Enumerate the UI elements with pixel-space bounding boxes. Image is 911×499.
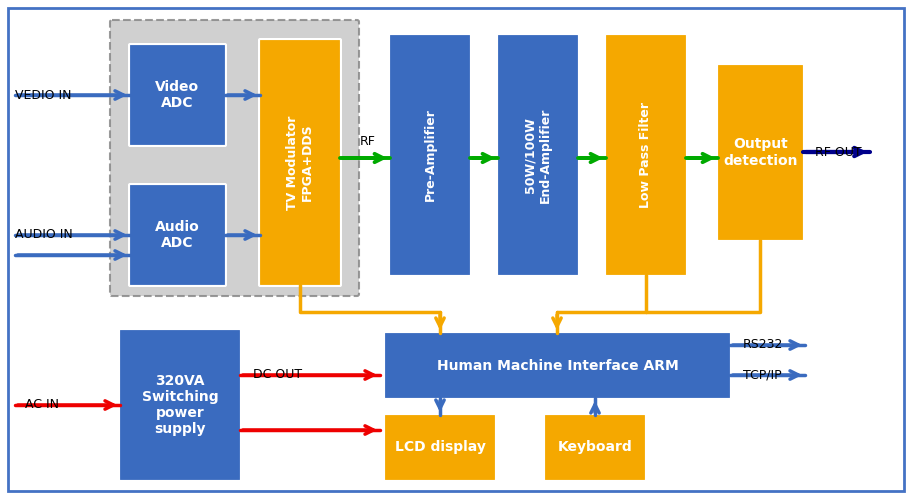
FancyBboxPatch shape	[496, 34, 578, 276]
Text: RF: RF	[360, 135, 375, 148]
Text: Low Pass Filter: Low Pass Filter	[639, 102, 651, 208]
FancyBboxPatch shape	[259, 39, 341, 286]
Text: Pre-Amplifier: Pre-Amplifier	[423, 109, 436, 202]
Text: AC IN: AC IN	[25, 399, 59, 412]
Text: RF OUT: RF OUT	[814, 146, 861, 159]
FancyBboxPatch shape	[128, 44, 226, 146]
FancyBboxPatch shape	[8, 8, 903, 491]
FancyBboxPatch shape	[716, 64, 804, 241]
FancyBboxPatch shape	[384, 332, 730, 399]
Text: TV Modulator
FPGA+DDS: TV Modulator FPGA+DDS	[286, 115, 313, 210]
FancyBboxPatch shape	[128, 184, 226, 286]
Text: Keyboard: Keyboard	[557, 441, 631, 455]
Text: Audio
ADC: Audio ADC	[155, 220, 200, 250]
Text: 50W/100W
End-Amplifier: 50W/100W End-Amplifier	[524, 107, 551, 203]
Text: DC OUT: DC OUT	[252, 368, 302, 382]
FancyBboxPatch shape	[389, 34, 470, 276]
Text: LCD display: LCD display	[394, 441, 485, 455]
Text: Human Machine Interface ARM: Human Machine Interface ARM	[436, 358, 678, 372]
Text: 320VA
Switching
power
supply: 320VA Switching power supply	[141, 374, 218, 436]
FancyBboxPatch shape	[384, 414, 496, 481]
FancyBboxPatch shape	[110, 20, 359, 296]
Text: TCP/IP: TCP/IP	[742, 368, 781, 382]
FancyBboxPatch shape	[604, 34, 686, 276]
Text: Video
ADC: Video ADC	[155, 80, 200, 110]
Text: RS232: RS232	[742, 338, 783, 351]
Text: AUDIO IN: AUDIO IN	[15, 229, 73, 242]
Text: VEDIO IN: VEDIO IN	[15, 88, 71, 101]
Text: Output
detection: Output detection	[722, 137, 797, 168]
FancyBboxPatch shape	[544, 414, 645, 481]
FancyBboxPatch shape	[119, 329, 241, 481]
